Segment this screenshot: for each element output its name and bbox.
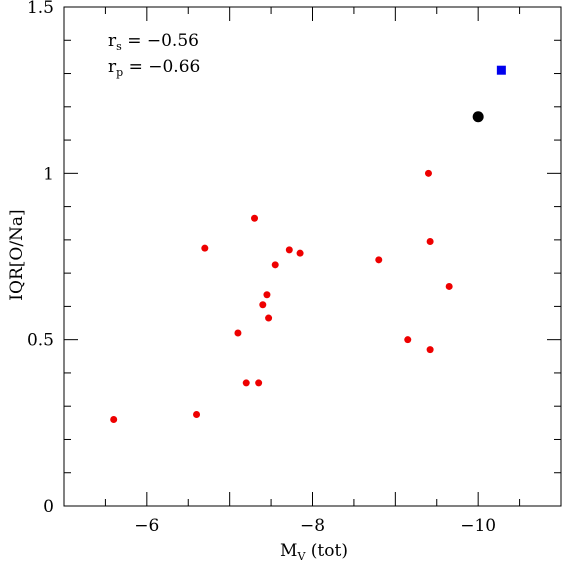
spearman-subscript: s [116,40,122,53]
x-tick-label: −8 [300,516,325,536]
data-point [242,379,250,387]
tick-labels-group: −6 −8 −10 0 0.5 1 1.5 [27,0,496,536]
tick-marks-group [64,7,561,506]
data-point [201,244,209,252]
y-tick-label: 1 [43,164,54,184]
data-point [251,214,259,222]
data-point [285,246,293,254]
pearson-r: r [108,57,117,77]
data-point [271,261,279,269]
spearman-value: = −0.56 [127,31,199,51]
data-point [424,169,432,177]
y-axis-label: IQR[O/Na] [7,209,27,300]
data-point-square [496,65,506,75]
x-axis-label-main: M [280,541,297,561]
y-tick-label: 0 [43,497,54,517]
x-axis-label: MV (tot) [280,541,348,562]
x-axis-label-subscript: V [296,550,306,562]
data-point [193,411,201,419]
pearson-value: = −0.66 [129,57,201,77]
spearman-annotation: rs = −0.56 [108,31,199,53]
spearman-r: r [108,31,117,51]
data-point [265,314,273,322]
data-point [404,336,412,344]
data-point [110,416,118,424]
data-point [445,282,453,290]
data-point [263,291,271,299]
x-axis-label-rest: (tot) [311,541,348,561]
data-points-group [110,65,506,424]
data-point [375,256,383,264]
pearson-subscript: p [116,66,123,79]
x-tick-label: −10 [460,516,496,536]
data-point [234,329,242,337]
pearson-annotation: rp = −0.66 [108,57,200,79]
y-tick-label: 0.5 [27,331,54,351]
data-point-large [472,111,484,123]
data-point [426,346,434,354]
plot-frame [63,6,562,507]
x-tick-label: −6 [134,516,159,536]
y-tick-label: 1.5 [27,0,54,18]
data-point [426,238,434,246]
data-point [296,249,304,257]
data-point [255,379,263,387]
data-point [259,301,267,309]
